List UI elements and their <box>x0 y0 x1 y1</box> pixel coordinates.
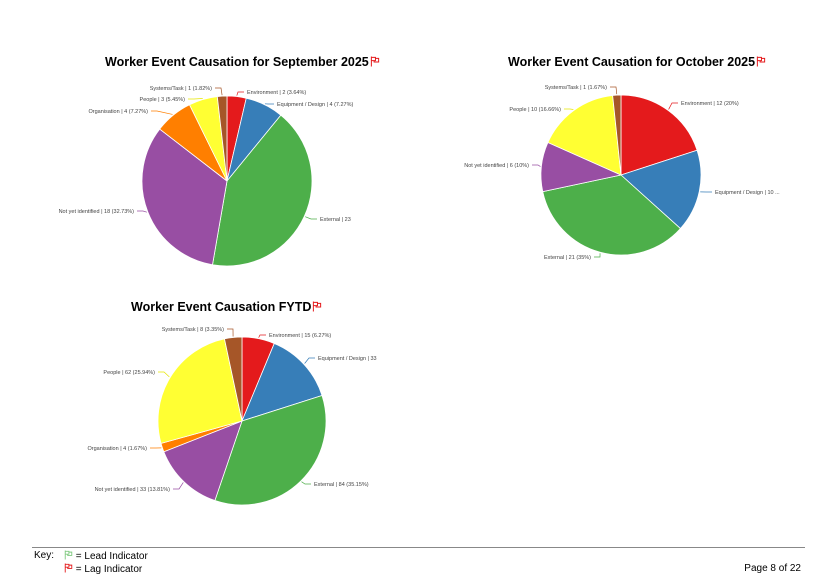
slice-label: Environment | 12 (20%) <box>681 101 739 107</box>
leader-line <box>668 102 678 110</box>
slice-label: Not yet identified | 18 (32.73%) <box>59 209 135 215</box>
pie-slice-external[interactable] <box>214 394 327 506</box>
leader-line <box>301 481 311 485</box>
slice-label: Systems/Task | 8 (3.35%) <box>162 327 224 333</box>
pie-slice-equipment-design[interactable] <box>620 149 702 230</box>
leader-line <box>151 110 173 115</box>
key-lead: = Lead Indicator <box>63 550 148 562</box>
slice-label: External | 23 <box>320 217 351 223</box>
leader-line <box>227 328 234 337</box>
pie-slice-systems-task[interactable] <box>216 95 228 182</box>
slice-label: Environment | 15 (6.27%) <box>269 333 331 339</box>
leader-line <box>304 357 315 364</box>
pie-chart-2: Environment | 15 (6.27%) Equipment / Desi… <box>87 327 377 506</box>
slice-label: Systems/Task | 1 (1.82%) <box>150 86 212 92</box>
slice-label: People | 62 (25.94%) <box>103 370 155 376</box>
leader-line <box>158 371 170 378</box>
leader-line <box>258 334 266 338</box>
slice-label: Systems/Task | 1 (1.67%) <box>545 85 607 91</box>
slice-label: Not yet identified | 6 (10%) <box>464 163 529 169</box>
pie-chart-1: Environment | 12 (20%) Equipment / Design… <box>464 85 780 261</box>
footer-divider <box>32 547 805 548</box>
slice-label: People | 10 (16.66%) <box>509 107 561 113</box>
leader-line <box>532 164 541 167</box>
pie-slice-systems-task[interactable] <box>612 94 622 176</box>
pie-slice-not-yet-identified[interactable] <box>163 420 243 502</box>
chart-title-october: Worker Event Causation for October 2025 <box>508 55 767 69</box>
pie-slice-people[interactable] <box>157 338 243 444</box>
chart-title-fytd: Worker Event Causation FYTD <box>131 300 323 314</box>
pie-slice-not-yet-identified[interactable] <box>141 128 228 266</box>
lag-flag-icon <box>312 301 323 312</box>
slice-label: External | 21 (35%) <box>544 255 591 261</box>
pie-slice-external[interactable] <box>212 114 313 267</box>
slice-label: Equipment / Design | 4 (7.27%) <box>277 102 353 108</box>
lag-flag-icon <box>756 56 767 67</box>
pie-slice-environment[interactable] <box>620 94 698 176</box>
leader-line <box>610 86 618 95</box>
pie-slice-external[interactable] <box>542 174 682 256</box>
slice-label: Not yet identified | 33 (13.81%) <box>95 487 171 493</box>
pie-slice-people[interactable] <box>547 94 622 176</box>
leader-line <box>215 87 223 96</box>
leader-line <box>188 98 203 100</box>
leader-line <box>173 482 184 490</box>
leader-line <box>594 253 601 258</box>
lag-flag-icon <box>64 563 73 573</box>
leader-line <box>137 210 147 213</box>
page-number: Page 8 of 22 <box>744 563 801 574</box>
lag-flag-icon <box>370 56 381 67</box>
key-lag: = Lag Indicator <box>63 563 142 575</box>
pie-chart-0: Environment | 2 (3.64%) Equipment / Desig… <box>59 86 353 267</box>
lead-flag-icon <box>64 550 73 560</box>
slice-label: Organisation | 4 (7.27%) <box>88 109 148 115</box>
pie-slice-systems-task[interactable] <box>223 336 243 422</box>
slice-label: Equipment / Design | 33 <box>318 356 377 362</box>
key-label: Key: <box>34 550 55 561</box>
slice-label: Environment | 2 (3.64%) <box>247 90 306 96</box>
leader-line <box>305 216 317 220</box>
slice-label: People | 3 (5.45%) <box>140 97 186 103</box>
leader-line <box>236 91 244 96</box>
slice-label: Organisation | 4 (1.67%) <box>87 446 147 452</box>
chart-title-september: Worker Event Causation for September 202… <box>105 55 381 69</box>
slice-label: Equipment / Design | 10 ... <box>715 190 780 196</box>
slice-label: External | 84 (35.15%) <box>314 482 369 488</box>
